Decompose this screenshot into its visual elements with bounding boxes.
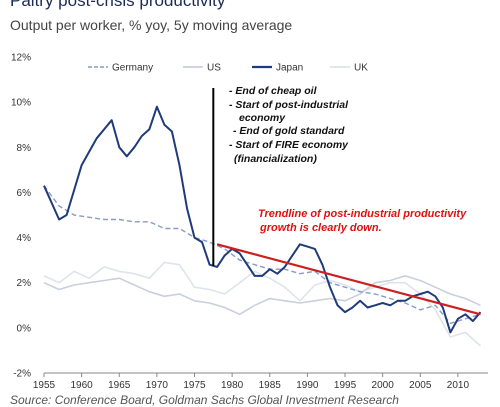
x-tick-label: 1955	[33, 380, 56, 391]
axes: -2% 0% 2% 4% 6% 8% 10% 12% 1955 1960 1965 1970 1975 1…	[11, 53, 488, 391]
chart-subtitle: Output per worker, % yoy, 5y moving aver…	[10, 17, 293, 33]
series-line-germany	[43, 185, 481, 324]
source-note: Source: Conference Board, Goldman Sachs …	[10, 393, 399, 407]
legend-label-uk: UK	[354, 63, 368, 74]
chart-title: Paltry post-crisis productivity	[10, 0, 226, 10]
event-note-line: - Start of FIRE economy	[229, 139, 349, 151]
trend-note-line: growth is clearly down.	[259, 222, 382, 234]
legend-label-germany: Germany	[112, 63, 153, 74]
legend: Germany US Japan UK	[88, 63, 368, 74]
event-note-line: - End of cheap oil	[229, 85, 318, 97]
annotations: - End of cheap oil - Start of post-indust…	[229, 85, 467, 234]
trend-note-line: Trendline of post-industrial productivit…	[258, 208, 467, 220]
y-tick-label: -2%	[13, 369, 31, 380]
y-tick-label: 2%	[17, 278, 32, 289]
x-tick-label: 2005	[409, 380, 432, 391]
x-tick-label: 1965	[108, 380, 131, 391]
legend-label-japan: Japan	[276, 63, 303, 74]
y-tick-label: 6%	[17, 188, 32, 199]
y-tick-label: 0%	[17, 323, 32, 334]
x-tick-label: 1975	[183, 380, 206, 391]
y-tick-label: 12%	[11, 53, 31, 64]
y-tick-label: 10%	[11, 98, 31, 109]
legend-label-us: US	[207, 63, 221, 74]
trendline	[216, 243, 481, 316]
x-tick-label: 1995	[334, 380, 357, 391]
series-line-us	[43, 275, 481, 316]
event-note-line: - End of gold standard	[233, 125, 345, 137]
x-tick-label: 1970	[146, 380, 169, 391]
y-tick-label: 8%	[17, 143, 32, 154]
x-tick-label: 1980	[221, 380, 244, 391]
x-tick-label: 1985	[259, 380, 282, 391]
x-tick-label: 2010	[447, 380, 470, 391]
event-note-line: - Start of post-industrial	[229, 99, 349, 111]
event-note-line: (financialization)	[234, 153, 317, 165]
x-tick-label: 1990	[296, 380, 319, 391]
x-tick-label: 2000	[372, 380, 395, 391]
y-tick-label: 4%	[17, 233, 32, 244]
series-group	[43, 88, 482, 347]
x-tick-label: 1960	[71, 380, 94, 391]
event-note-line: economy	[239, 112, 286, 124]
